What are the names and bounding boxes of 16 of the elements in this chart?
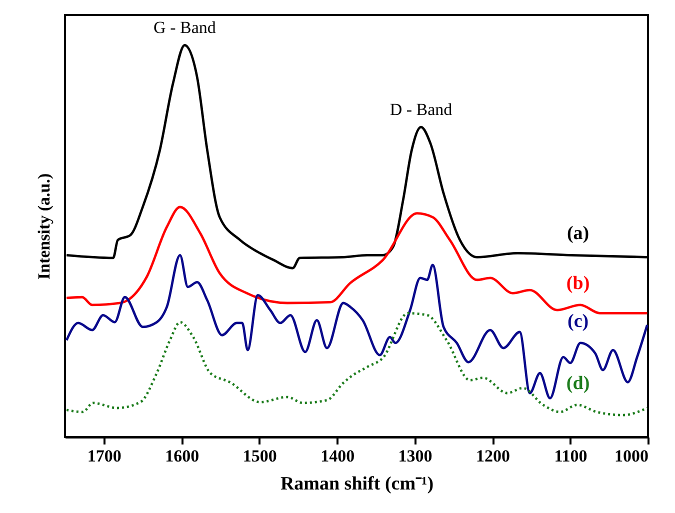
- series-label: (d): [566, 372, 590, 394]
- x-tick-label: 1700: [87, 446, 122, 466]
- x-tick-label: 1500: [242, 446, 277, 466]
- x-tick-label: 1600: [165, 446, 200, 466]
- x-tick-label: 1100: [554, 446, 588, 466]
- y-axis-title: Intensity (a.u.): [34, 173, 54, 280]
- x-axis-title: Raman shift (cm⁻¹): [280, 474, 434, 494]
- series-label: (b): [566, 272, 590, 294]
- text: G - Band: [154, 18, 216, 38]
- x-tick-label: 1400: [320, 446, 355, 466]
- x-tick-label: 1200: [476, 446, 510, 466]
- series-label: (a): [566, 223, 590, 244]
- x-tick-label: 1000: [614, 446, 648, 466]
- x-tick-label: 1300: [398, 446, 432, 466]
- series-label: (c): [567, 310, 589, 332]
- annotation: D - Band: [390, 100, 453, 120]
